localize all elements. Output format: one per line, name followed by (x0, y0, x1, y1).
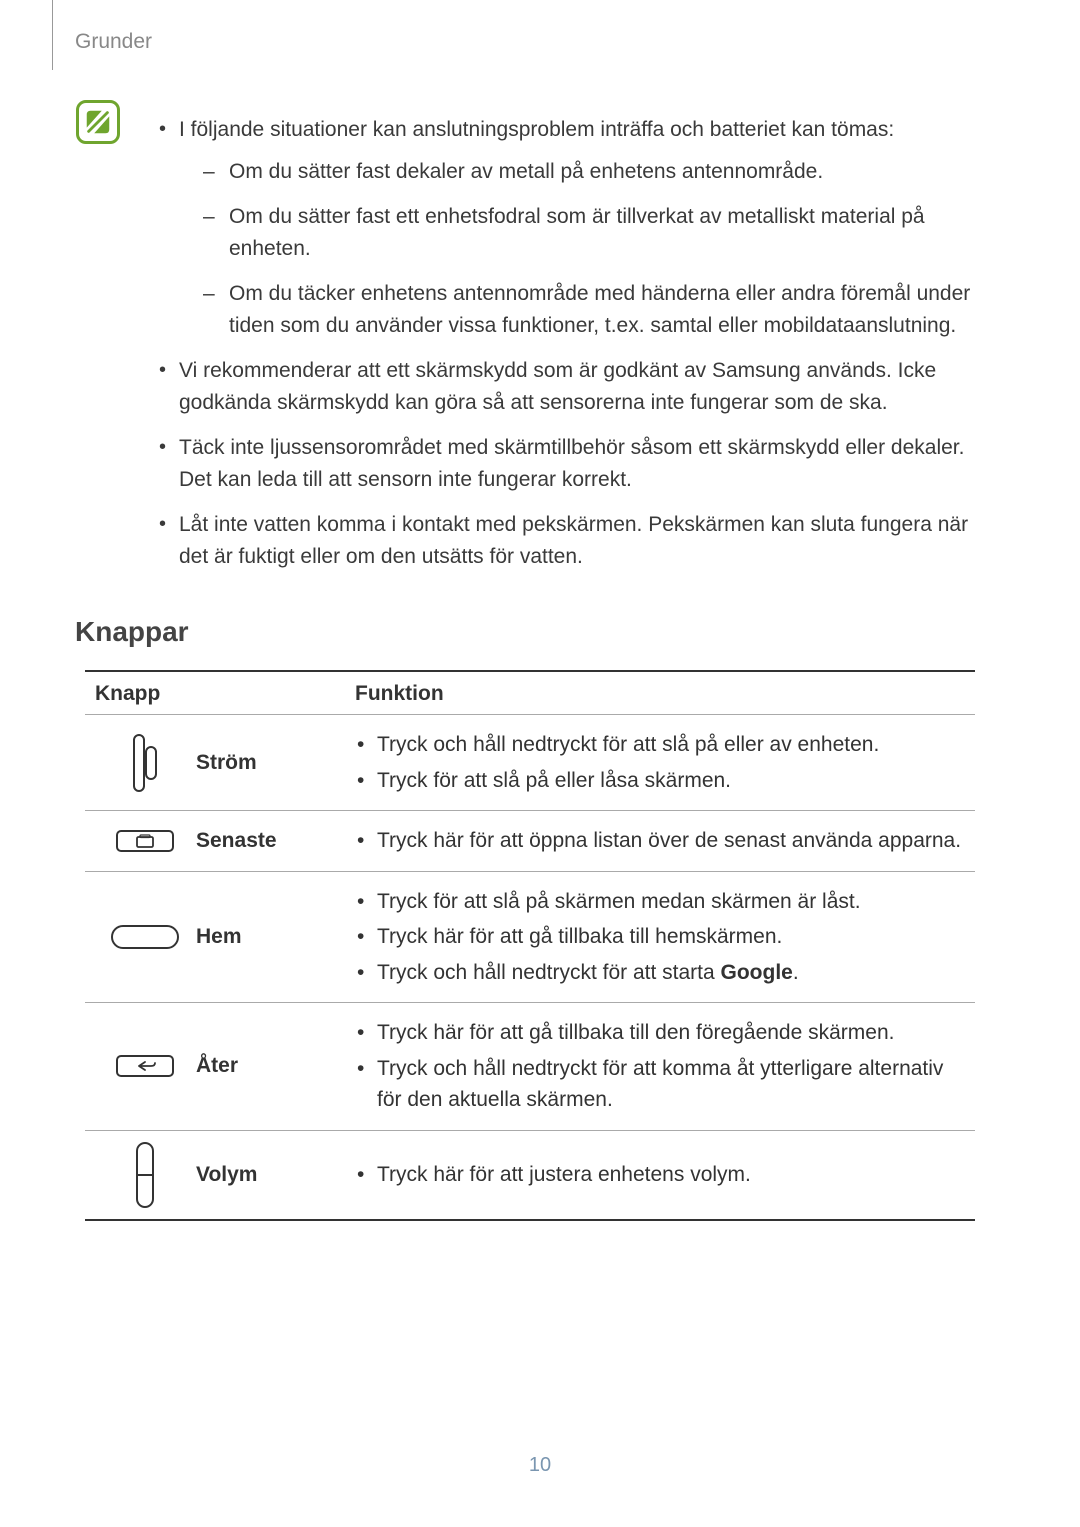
table-row: VolymTryck här för att justera enhetens … (85, 1130, 975, 1220)
button-label: Ström (190, 715, 345, 811)
button-functions: Tryck här för att justera enhetens volym… (345, 1130, 975, 1220)
table-row: HemTryck för att slå på skärmen medan sk… (85, 871, 975, 1003)
note-subitem: Om du täcker enhetens antennområde med h… (179, 278, 985, 341)
note-item: Täck inte ljussensorområdet med skärmtil… (155, 432, 985, 495)
button-functions: Tryck här för att öppna listan över de s… (345, 811, 975, 872)
home-button-icon (85, 871, 190, 1003)
back-button-icon (85, 1003, 190, 1131)
col-knapp: Knapp (85, 671, 345, 715)
document-page: Grunder I följande situationer kan anslu… (0, 0, 1080, 1221)
function-item: Tryck för att slå på skärmen medan skärm… (351, 886, 969, 918)
function-item: Tryck för att slå på eller låsa skärmen. (351, 765, 969, 797)
function-item: Tryck här för att öppna listan över de s… (351, 825, 969, 857)
button-label: Senaste (190, 811, 345, 872)
table-body: StrömTryck och håll nedtryckt för att sl… (85, 715, 975, 1220)
recent-button-icon (85, 811, 190, 872)
table-row: ÅterTryck här för att gå tillbaka till d… (85, 1003, 975, 1131)
function-item: Tryck här för att justera enhetens volym… (351, 1159, 969, 1191)
button-functions: Tryck för att slå på skärmen medan skärm… (345, 871, 975, 1003)
breadcrumb: Grunder (75, 30, 985, 54)
section-title: Knappar (75, 616, 985, 648)
function-item: Tryck och håll nedtryckt för att komma å… (351, 1053, 969, 1116)
buttons-table: Knapp Funktion StrömTryck och håll nedtr… (85, 670, 975, 1221)
volume-button-icon (85, 1130, 190, 1220)
button-label: Volym (190, 1130, 345, 1220)
note-item: Vi rekommenderar att ett skärmskydd som … (155, 355, 985, 418)
function-item: Tryck här för att gå tillbaka till den f… (351, 1017, 969, 1049)
note-intro: I följande situationer kan anslutningspr… (179, 118, 894, 141)
table-row: StrömTryck och håll nedtryckt för att sl… (85, 715, 975, 811)
function-item: Tryck och håll nedtryckt för att slå på … (351, 729, 969, 761)
function-item: Tryck och håll nedtryckt för att starta … (351, 957, 969, 989)
note-item: I följande situationer kan anslutningspr… (155, 114, 985, 341)
power-button-icon (85, 715, 190, 811)
note-subitem: Om du sätter fast dekaler av metall på e… (179, 156, 985, 188)
button-label: Åter (190, 1003, 345, 1131)
note-subitem: Om du sätter fast ett enhetsfodral som ä… (179, 201, 985, 264)
note-item: Låt inte vatten komma i kontakt med peks… (155, 509, 985, 572)
side-rule (52, 0, 53, 70)
table-row: SenasteTryck här för att öppna listan öv… (85, 811, 975, 872)
note-sublist: Om du sätter fast dekaler av metall på e… (179, 156, 985, 342)
page-number: 10 (0, 1454, 1080, 1477)
button-functions: Tryck och håll nedtryckt för att slå på … (345, 715, 975, 811)
button-functions: Tryck här för att gå tillbaka till den f… (345, 1003, 975, 1131)
button-label: Hem (190, 871, 345, 1003)
notes-list: I följande situationer kan anslutningspr… (155, 114, 985, 572)
col-funktion: Funktion (345, 671, 975, 715)
function-item: Tryck här för att gå tillbaka till hemsk… (351, 921, 969, 953)
note-icon (76, 100, 120, 144)
table-header-row: Knapp Funktion (85, 671, 975, 715)
